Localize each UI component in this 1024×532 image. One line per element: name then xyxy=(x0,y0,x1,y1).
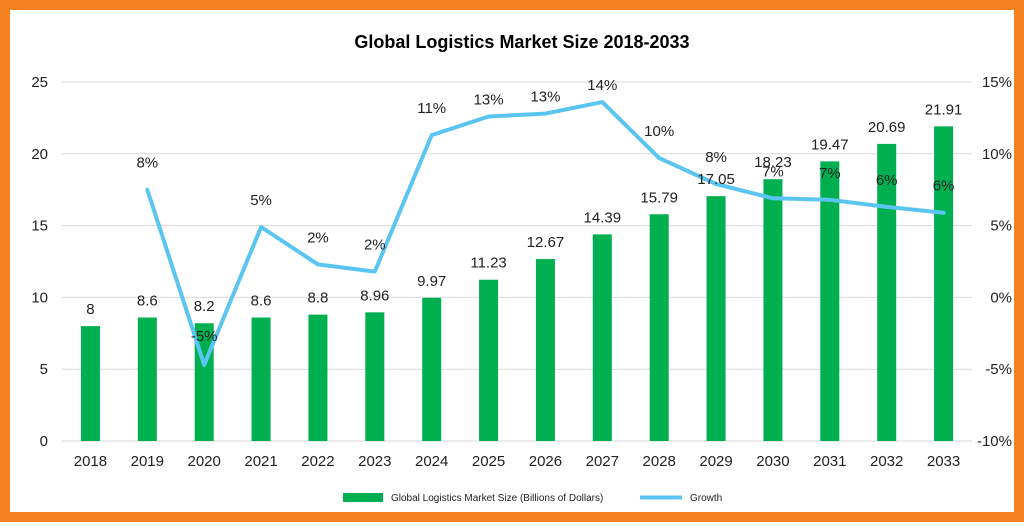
bar-value-label: 15.79 xyxy=(640,189,678,206)
bar-series xyxy=(80,126,954,441)
x-tick-label: 2030 xyxy=(756,453,789,470)
x-tick-label: 2024 xyxy=(415,453,448,470)
chart-title: Global Logistics Market Size 2018-2033 xyxy=(354,32,689,52)
growth-value-label: 7% xyxy=(762,163,784,180)
bar xyxy=(820,161,840,441)
bar xyxy=(308,314,328,441)
y-right-tick-label: 15% xyxy=(982,74,1012,91)
x-tick-label: 2021 xyxy=(244,453,277,470)
bar-value-label: 21.91 xyxy=(925,101,963,118)
x-tick-label: 2023 xyxy=(358,453,391,470)
growth-value-label: 14% xyxy=(587,77,617,94)
growth-value-label: 10% xyxy=(644,123,674,140)
growth-line xyxy=(145,100,946,367)
line-series xyxy=(145,100,946,367)
bar-value-label: 19.47 xyxy=(811,136,849,153)
y-right-tick-label: 5% xyxy=(990,218,1012,235)
y-right-tick-label: 10% xyxy=(982,146,1012,163)
growth-value-label: 7% xyxy=(819,165,841,182)
bar-value-label: 8 xyxy=(86,301,94,318)
bar xyxy=(80,326,100,441)
combo-chart: Global Logistics Market Size 2018-2033 8… xyxy=(31,32,1012,504)
x-tick-label: 2018 xyxy=(74,453,107,470)
bar-value-label: 8.2 xyxy=(194,298,215,315)
growth-value-label: -5% xyxy=(191,328,218,345)
x-tick-label: 2029 xyxy=(699,453,732,470)
growth-value-label: 8% xyxy=(705,149,727,166)
bar-value-label: 11.23 xyxy=(470,255,506,272)
x-tick-label: 2027 xyxy=(586,453,619,470)
bar xyxy=(877,143,897,441)
y-left-tick-label: 0 xyxy=(40,433,48,450)
growth-value-label: 8% xyxy=(136,155,158,172)
bar xyxy=(592,234,612,441)
bar xyxy=(422,297,442,441)
y-left-tick-label: 25 xyxy=(31,74,48,91)
bar xyxy=(934,126,954,441)
x-tick-label: 2025 xyxy=(472,453,505,470)
x-tick-label: 2031 xyxy=(813,453,846,470)
y-right-tick-label: -10% xyxy=(977,433,1012,450)
y-left-tick-label: 10 xyxy=(31,289,48,306)
bar-value-label: 8.6 xyxy=(137,293,158,310)
y-left-tick-label: 20 xyxy=(31,146,48,163)
legend-bar-swatch xyxy=(343,493,383,502)
x-tick-label: 2033 xyxy=(927,453,960,470)
x-tick-label: 2019 xyxy=(131,453,164,470)
bar-value-label: 14.39 xyxy=(584,209,622,226)
x-tick-label: 2028 xyxy=(643,453,676,470)
bar xyxy=(649,214,669,441)
legend-bar-label: Global Logistics Market Size (Billions o… xyxy=(391,493,603,504)
bar xyxy=(763,179,783,441)
legend-line-label: Growth xyxy=(690,493,722,504)
y-left-tick-label: 5 xyxy=(40,361,48,378)
legend: Global Logistics Market Size (Billions o… xyxy=(343,493,722,504)
bar-value-label: 8.6 xyxy=(251,293,272,310)
data-labels: 8 8.6 8.2 8.6 8.8 8.96 9.97 11.23 12.67 14.39 15.7… xyxy=(86,77,962,345)
growth-value-label: 2% xyxy=(307,229,329,246)
y-left-tick-label: 15 xyxy=(31,218,48,235)
growth-value-label: 6% xyxy=(933,178,955,195)
bar-value-label: 20.69 xyxy=(868,119,906,136)
bar-value-label: 17.05 xyxy=(697,171,735,188)
bar xyxy=(251,317,271,441)
bar-value-label: 9.97 xyxy=(417,273,446,290)
y-right-tick-label: -5% xyxy=(985,361,1012,378)
growth-value-label: 2% xyxy=(364,237,386,254)
bar xyxy=(706,196,726,441)
bar-value-label: 18.23 xyxy=(754,154,792,171)
growth-value-label: 11% xyxy=(417,100,446,117)
bar xyxy=(535,259,555,441)
bar xyxy=(137,317,157,441)
x-tick-label: 2026 xyxy=(529,453,562,470)
y-right-tick-label: 0% xyxy=(990,289,1012,306)
growth-value-label: 13% xyxy=(474,91,504,108)
bar xyxy=(479,279,499,441)
growth-value-label: 6% xyxy=(876,172,898,189)
bar-value-label: 8.8 xyxy=(308,290,329,307)
x-tick-label: 2020 xyxy=(188,453,221,470)
x-tick-label: 2022 xyxy=(301,453,334,470)
growth-value-label: 13% xyxy=(530,89,560,106)
x-tick-label: 2032 xyxy=(870,453,903,470)
bar-value-label: 8.96 xyxy=(360,287,389,304)
growth-value-label: 5% xyxy=(250,192,272,209)
bar xyxy=(365,312,385,441)
bar-value-label: 12.67 xyxy=(527,234,565,251)
